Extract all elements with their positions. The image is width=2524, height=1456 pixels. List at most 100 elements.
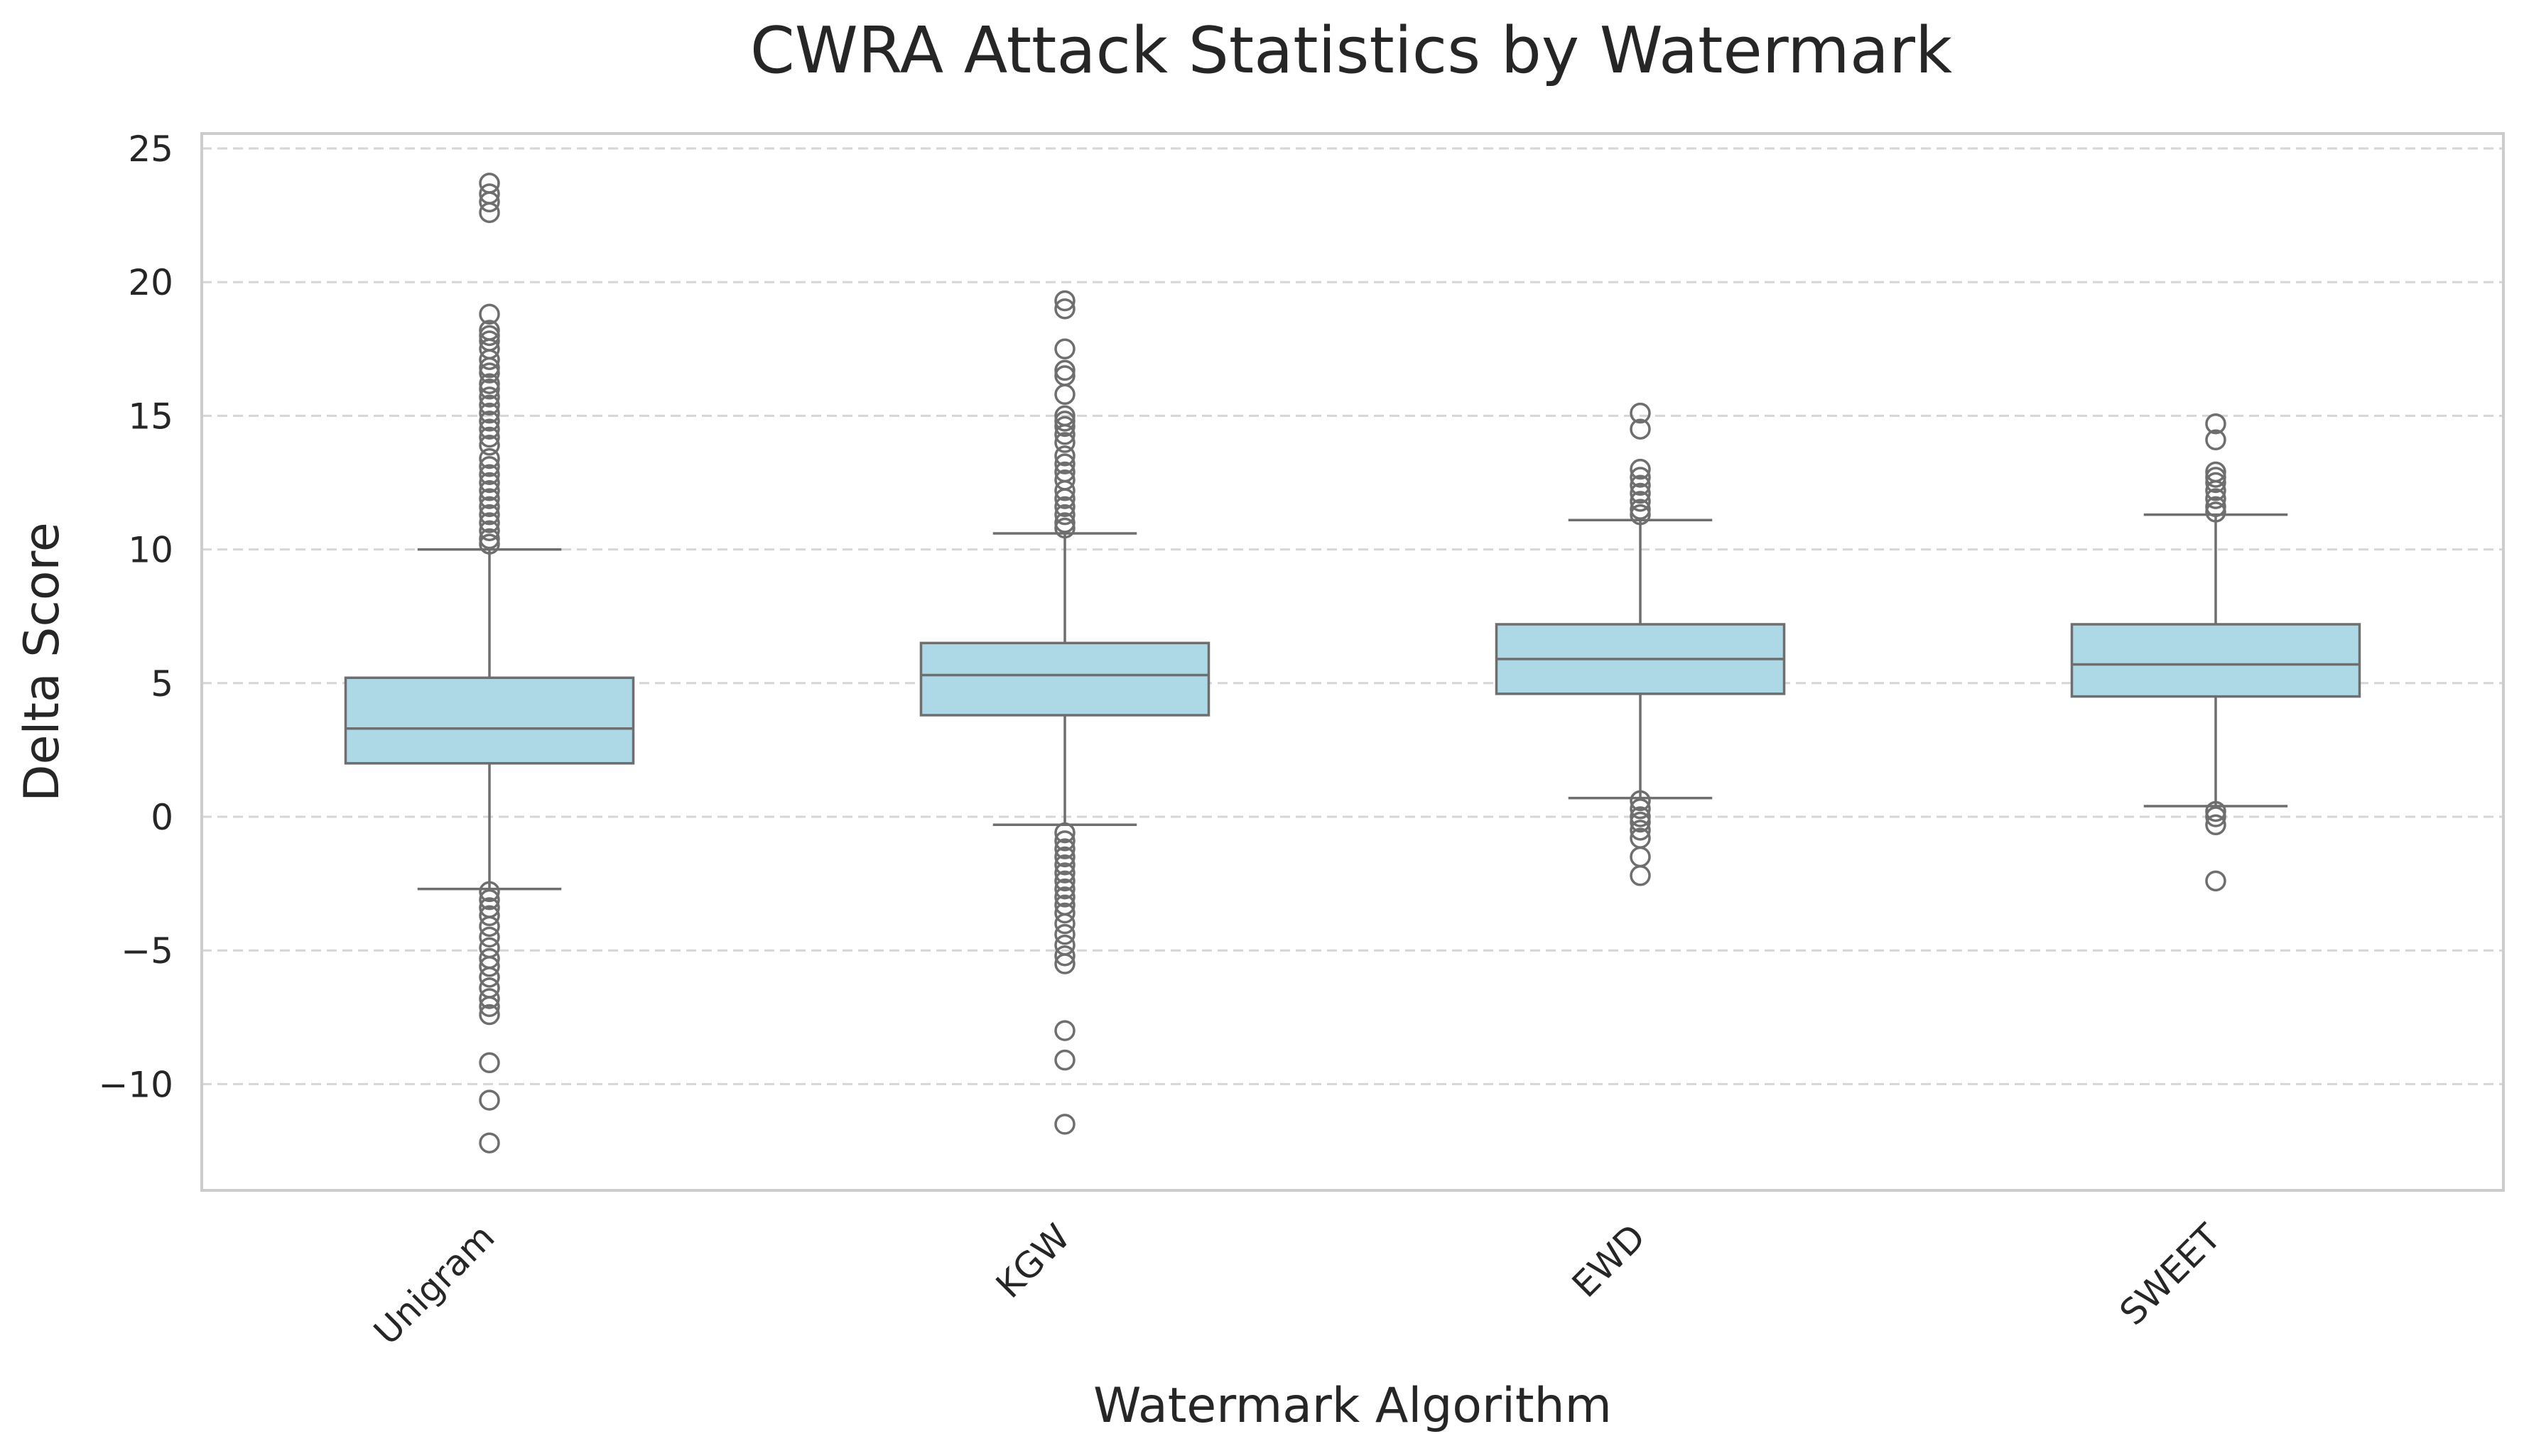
outlier-point [1054, 945, 1076, 967]
outlier-point [1054, 488, 1076, 509]
outlier-point [1630, 820, 1651, 841]
outlier-point [1054, 411, 1076, 432]
chart-title: CWRA Attack Statistics by Watermark [750, 13, 1952, 88]
outlier-point [1054, 878, 1076, 900]
x-tick-label: Unigram [366, 1216, 502, 1352]
outlier-point [479, 480, 500, 501]
outlier-point [479, 528, 500, 550]
outlier-point [1630, 811, 1651, 833]
outlier-point [479, 926, 500, 948]
outlier-point [479, 1090, 500, 1111]
outlier-point [2205, 496, 2226, 518]
iqr-box [919, 641, 1210, 717]
outlier-point [479, 379, 500, 400]
outlier-point [479, 303, 500, 325]
outlier-point [1054, 1049, 1076, 1071]
outlier-point [2205, 480, 2226, 501]
outlier-point [1054, 453, 1076, 474]
outlier-point [479, 191, 500, 213]
outlier-point [1630, 798, 1651, 820]
outlier-point [1630, 458, 1651, 480]
outlier-point [2205, 488, 2226, 509]
outlier-point [1054, 953, 1076, 974]
outlier-point [1054, 384, 1076, 406]
outlier-point [1054, 432, 1076, 453]
outlier-point [1054, 445, 1076, 467]
outlier-point [1630, 467, 1651, 488]
y-tick-label: 0 [151, 797, 173, 838]
outlier-point [479, 977, 500, 999]
box-group [919, 290, 1210, 1135]
outlier-point [479, 916, 500, 938]
outlier-point [2205, 413, 2226, 435]
outlier-point [1630, 402, 1651, 424]
outlier-point [479, 325, 500, 347]
outlier-point [479, 373, 500, 394]
outlier-point [1054, 838, 1076, 859]
outlier-point [479, 426, 500, 448]
outlier-point [2205, 800, 2226, 822]
y-tick-label: −5 [121, 930, 173, 972]
outlier-point [1630, 865, 1651, 886]
outlier-point [479, 173, 500, 194]
outlier-point [1054, 846, 1076, 868]
outlier-point [479, 504, 500, 526]
outlier-point [479, 386, 500, 408]
outlier-point [1054, 923, 1076, 945]
outlier-point [1630, 482, 1651, 504]
outlier-point [479, 956, 500, 977]
outlier-point [1630, 790, 1651, 812]
outlier-point [479, 496, 500, 518]
outlier-point [479, 1052, 500, 1074]
outlier-point [479, 967, 500, 988]
outlier-point [479, 411, 500, 432]
outlier-point [2205, 806, 2226, 827]
outlier-point [479, 349, 500, 371]
outlier-point [1054, 290, 1076, 312]
y-tick-label: 5 [151, 663, 173, 705]
outlier-point [479, 988, 500, 1009]
outlier-point [1054, 870, 1076, 892]
outlier-point [1054, 854, 1076, 876]
outlier-point [479, 488, 500, 509]
x-tick-label: SWEET [2112, 1216, 2229, 1333]
y-tick-label: 15 [128, 396, 173, 437]
outlier-point [479, 357, 500, 379]
outlier-point [479, 1132, 500, 1153]
boxes [344, 173, 2361, 1153]
outlier-point [2205, 870, 2226, 892]
y-gridlines [202, 147, 2503, 1085]
outlier-point [479, 362, 500, 384]
outlier-point [1054, 830, 1076, 852]
outlier-point [1054, 913, 1076, 935]
outlier-point [479, 456, 500, 477]
outlier-point [1054, 902, 1076, 924]
outlier-point [1054, 517, 1076, 539]
outlier-point [1054, 1114, 1076, 1135]
outlier-point [479, 402, 500, 424]
outlier-point [1630, 474, 1651, 496]
outlier-point [1054, 415, 1076, 438]
outlier-point [479, 512, 500, 533]
x-tick-label: EWD [1564, 1216, 1654, 1305]
outlier-point [1630, 846, 1651, 868]
outlier-point [1054, 822, 1076, 844]
outlier-point [2205, 501, 2226, 523]
outlier-point [1054, 1020, 1076, 1041]
outlier-point [479, 520, 500, 542]
outlier-point [479, 1004, 500, 1026]
outlier-point [2205, 429, 2226, 451]
outlier-point [479, 889, 500, 911]
x-tick-labels: Unigram KGW EWD SWEET [366, 1216, 2229, 1353]
outlier-point [479, 937, 500, 959]
outlier-point [2205, 467, 2226, 488]
y-tick-label: −10 [98, 1064, 173, 1105]
outlier-point [1054, 504, 1076, 526]
x-axis-label: Watermark Algorithm [1093, 1378, 1612, 1434]
iqr-box [2070, 623, 2361, 698]
outlier-point [479, 905, 500, 927]
outlier-point [1630, 491, 1651, 512]
outlier-point [479, 464, 500, 485]
outlier-point [479, 418, 500, 440]
y-tick-labels: −10 −5 0 5 10 15 20 25 [98, 129, 173, 1105]
